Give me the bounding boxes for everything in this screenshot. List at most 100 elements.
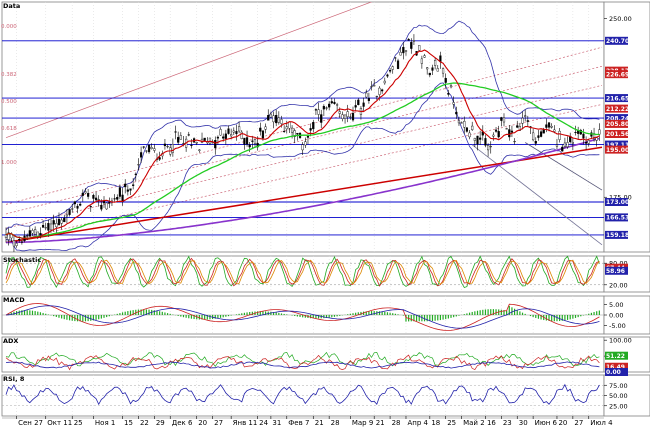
candle-body [505,128,508,130]
fib-line-1 [5,46,603,205]
candle-body [211,142,214,144]
price-tag-box [605,230,628,239]
candle-body [296,132,299,135]
candle-body [566,142,569,148]
candle-body [60,219,63,224]
price-tag-box [605,145,628,154]
price-tick-label: 250.00 [609,15,632,23]
candle-body [245,137,249,145]
price-tag-label: 159.18 [606,232,629,239]
candle-body [441,68,445,74]
candle-body [47,223,50,231]
candle-body [510,130,514,133]
candle-body [81,192,84,196]
candle-body [404,50,408,52]
candle-body [402,46,405,54]
panel-label-adx: ADX [3,337,18,345]
candle-body [484,138,487,146]
candle-body [434,60,437,66]
candle-body [479,137,482,140]
candle-body [542,129,545,134]
candle-body [492,134,495,137]
candle-body [288,121,291,129]
candle-body [394,57,397,59]
price-tag-label: 240.70 [606,38,629,45]
candle-body [100,204,103,210]
candle-body [532,132,535,141]
price-price-tag: 208.24 [605,114,629,122]
candle-body [171,143,174,153]
adx-tag-box [605,368,628,376]
candle-body [208,137,212,144]
candle-body [275,115,278,124]
candle-body [113,198,116,200]
candle-body [12,240,16,247]
bollinger-upper-line [5,20,600,231]
candle-body [338,111,341,114]
time-tick-label: Янв 11 [233,419,258,427]
candle-body [79,203,82,206]
candle-body [555,144,559,147]
candle-body [41,225,45,228]
candle-body [214,140,217,149]
candle-body [518,126,521,131]
macd-line [5,303,600,331]
candle-body [68,209,71,215]
candle-body [105,202,108,210]
candle-body [336,104,339,106]
candle-body [362,102,365,107]
candle-body [240,131,243,140]
candle-body [7,232,10,240]
adx-price-tag: 16.49 [605,362,628,371]
panel-frame-price [1,1,605,253]
candle-body [150,147,153,149]
price-price-tag: 226.69 [605,70,629,78]
candle-body [365,92,368,98]
candle-body [598,129,601,135]
candle-body [444,77,447,83]
candle-body [410,42,413,49]
candle-body [325,107,328,109]
candle-body [230,134,233,137]
stoch-price-tag: 58.96 [605,266,628,275]
candle-body [243,137,246,145]
trend-line-red [5,146,603,244]
time-tick-label: 28 [392,419,401,427]
stoch-tag-label: 58.96 [606,268,625,275]
candle-body [489,146,492,148]
candle-body [502,117,506,123]
candle-body [238,126,241,132]
price-tag-label: 201.56 [606,131,629,138]
price-price-tag: 173.00 [605,198,629,206]
adx-minus-di-line [5,354,600,371]
candle-body [306,135,310,138]
candle-body [121,194,124,201]
rsi-line [5,383,600,406]
candle-body [574,132,577,134]
stochastic-k-line [5,255,600,289]
time-tick-label: Май 2 [463,419,485,427]
candle-body [309,128,312,131]
time-tick-label: 15 [124,419,133,427]
candle-body [317,109,320,115]
candle-body [272,115,275,123]
candle-body [585,141,588,144]
candle-body [134,173,137,175]
candle-body [227,128,230,134]
time-tick-label: 16 [487,419,496,427]
candle-body [582,133,585,139]
time-tick-label: 27 [574,419,583,427]
price-price-tag: 212.22 [605,104,629,113]
candle-body [468,132,471,138]
candle-body [102,200,106,204]
candle-body [198,149,201,151]
candle-body [428,72,431,76]
time-tick-label: Фев 7 [288,419,309,427]
candle-body [322,106,325,110]
candle-body [558,130,561,140]
candle-body [195,142,198,144]
candle-body [460,122,463,124]
candle-body [521,117,524,124]
